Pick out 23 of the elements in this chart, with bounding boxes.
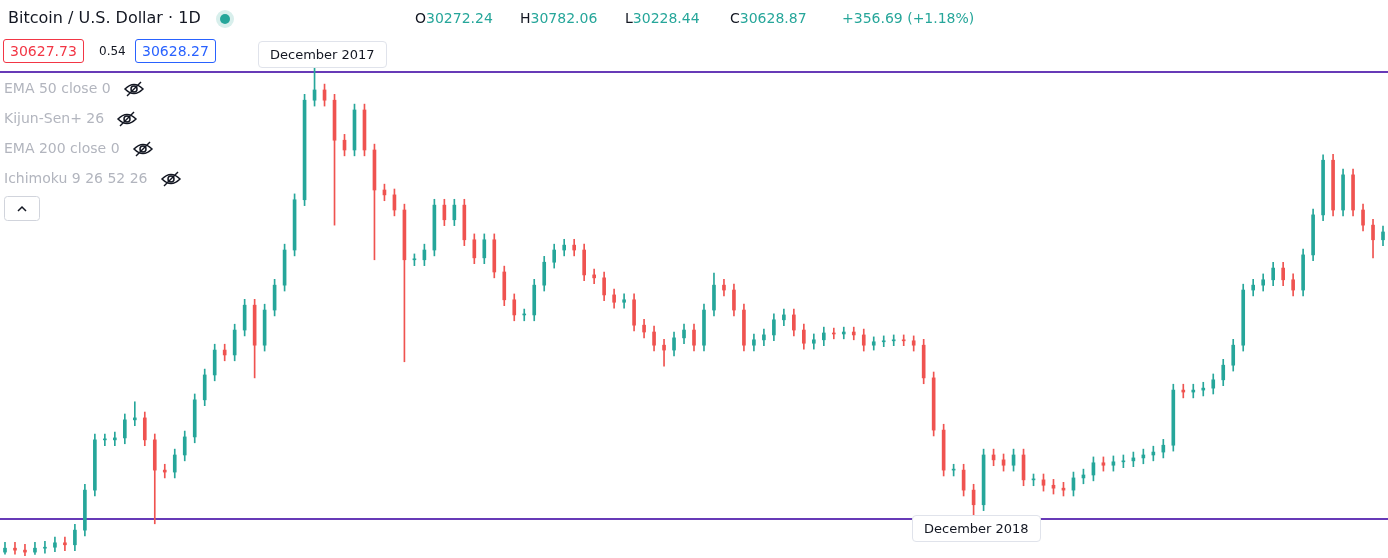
text: H30782.06: [520, 10, 598, 26]
text: C30628.87: [730, 10, 807, 26]
annotation: EMA 50 close 0: [4, 80, 111, 96]
candlestick: [63, 536, 67, 551]
annotation: Ichimoku 9 26 52 26: [4, 170, 148, 186]
text: +356.69 (+1.18%): [842, 10, 975, 26]
text: 30628.27: [135, 39, 216, 63]
text: 30627.73: [3, 39, 84, 63]
text: December 2017: [258, 41, 387, 68]
annotation: December 2018: [912, 515, 1041, 542]
text: 0.54: [99, 44, 126, 58]
text: O30272.24: [415, 10, 493, 26]
candlestick: [43, 541, 47, 554]
candlestick: [592, 268, 596, 285]
candlestick: [901, 334, 906, 346]
annotation: EMA 200 close 0: [4, 140, 120, 156]
candlestick: [891, 334, 896, 346]
candlestick: [851, 326, 856, 341]
chart-title: Bitcoin / U.S. Dollar · 1D: [8, 8, 201, 27]
candlestick: [881, 335, 886, 347]
text: L30228.44: [625, 10, 700, 26]
candlestick: [662, 339, 666, 367]
annotation: Kijun-Sen+ 26: [4, 110, 105, 126]
